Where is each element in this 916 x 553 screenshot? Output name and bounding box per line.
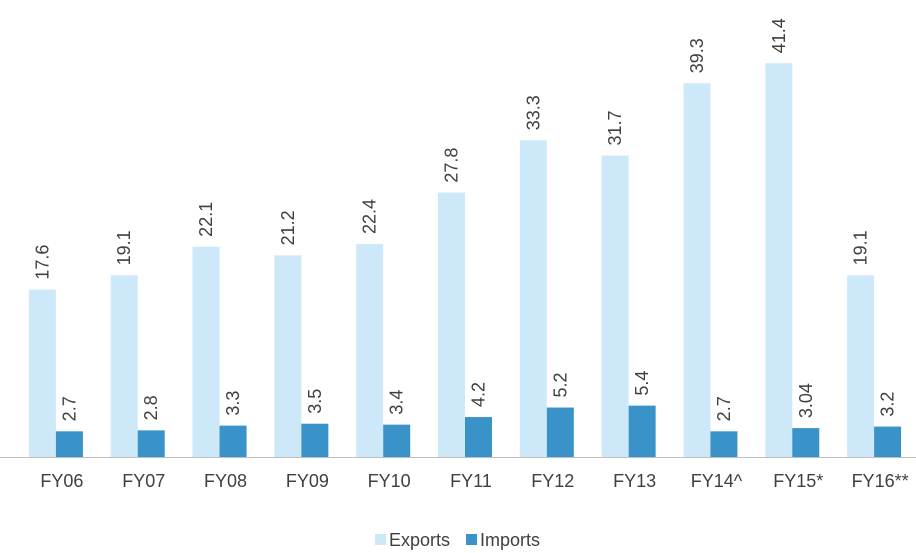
bar <box>438 192 465 457</box>
x-tick-label: FY15* <box>773 471 823 491</box>
bar <box>28 289 56 457</box>
data-label: 33.3 <box>523 95 543 130</box>
bar <box>192 246 220 457</box>
bar <box>137 430 165 457</box>
legend-label: Imports <box>480 530 540 550</box>
bar <box>110 275 138 457</box>
bar <box>219 425 247 457</box>
bar <box>628 405 656 457</box>
bar <box>710 431 738 457</box>
data-label: 3.5 <box>305 389 325 414</box>
data-label: 41.4 <box>769 18 789 53</box>
data-label: 2.8 <box>141 395 161 420</box>
data-label: 21.2 <box>278 210 298 245</box>
data-label: 19.1 <box>851 230 871 265</box>
data-label: 3.4 <box>387 390 407 415</box>
data-label: 17.6 <box>32 245 52 280</box>
bar <box>301 423 329 457</box>
bar <box>546 407 574 457</box>
bar <box>792 428 820 457</box>
bar <box>356 243 384 457</box>
data-label: 3.2 <box>878 392 898 417</box>
legend-label: Exports <box>389 530 450 550</box>
bar <box>683 83 711 458</box>
bar <box>274 255 302 457</box>
data-label: 19.1 <box>114 230 134 265</box>
bar <box>874 426 902 457</box>
x-tick-label: FY11 <box>450 471 492 491</box>
data-label: 3.3 <box>223 391 243 416</box>
x-tick-label: FY13 <box>613 471 656 491</box>
data-label: 22.4 <box>360 199 380 234</box>
data-label: 2.7 <box>59 396 79 421</box>
x-tick-label: FY06 <box>40 471 83 491</box>
bar <box>519 140 547 457</box>
data-label: 31.7 <box>605 110 625 145</box>
legend-swatch <box>466 534 478 545</box>
data-label: 22.1 <box>196 202 216 237</box>
x-tick-label: FY14^ <box>691 471 743 491</box>
data-label: 4.2 <box>469 382 489 407</box>
data-label: 39.3 <box>687 38 707 73</box>
legend-swatch <box>375 534 386 545</box>
x-tick-label: FY10 <box>368 471 411 491</box>
bar <box>55 431 83 457</box>
bar <box>465 417 492 457</box>
data-label: 2.7 <box>714 396 734 421</box>
bar <box>765 63 793 458</box>
bar <box>601 155 629 457</box>
x-tick-label: FY16** <box>852 471 909 491</box>
data-label: 5.2 <box>550 373 570 398</box>
bar <box>383 424 411 457</box>
x-tick-label: FY12 <box>531 471 574 491</box>
data-label: 27.8 <box>442 148 462 183</box>
x-tick-label: FY07 <box>122 471 165 491</box>
x-tick-label: FY09 <box>286 471 329 491</box>
x-tick-label: FY08 <box>204 471 247 491</box>
data-label: 3.04 <box>796 383 816 418</box>
data-label: 5.4 <box>632 371 652 396</box>
bar <box>847 275 875 457</box>
